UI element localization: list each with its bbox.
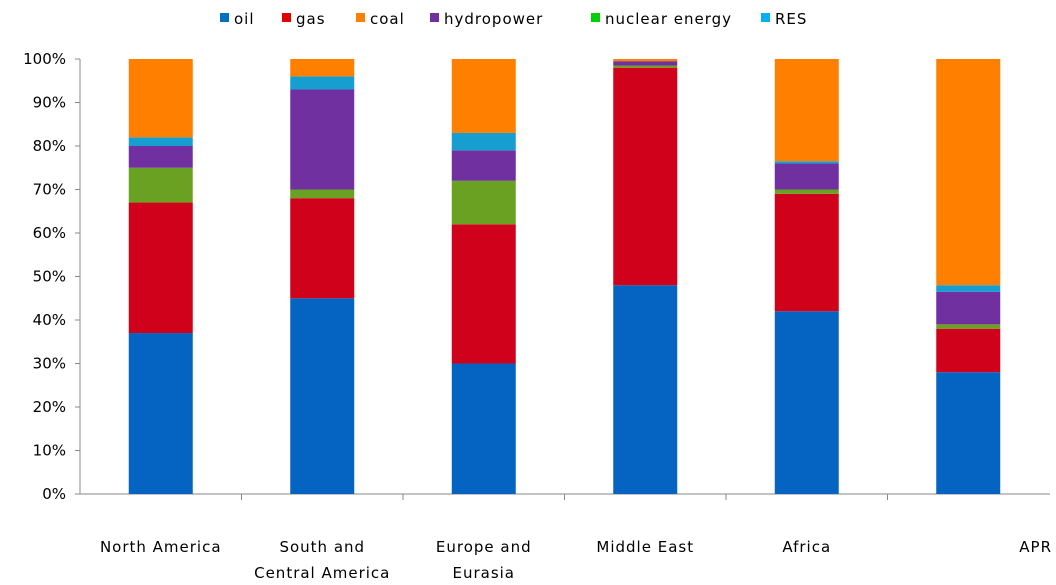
- legend-swatch: [282, 13, 291, 22]
- x-category-label: North America: [100, 538, 222, 556]
- legend-swatch: [430, 13, 439, 22]
- bar-segment-nuclear-energy: [451, 180, 516, 225]
- legend-swatch: [356, 13, 365, 22]
- legend-label: nuclear energy: [605, 10, 732, 28]
- bar-segment-coal: [936, 59, 1001, 286]
- y-tick-label: 0%: [42, 485, 66, 503]
- bar-segment-hydropower: [290, 89, 355, 190]
- bar-segment-coal: [290, 59, 355, 77]
- bar-segment-hydropower: [128, 146, 193, 168]
- y-tick-label: 60%: [33, 224, 66, 242]
- x-category-label: Middle East: [596, 538, 694, 556]
- bar-segment-hydropower: [613, 61, 678, 66]
- bar-segment-oil: [774, 311, 839, 494]
- bar-segment-RES: [774, 161, 839, 164]
- x-category-label: Africa: [782, 538, 831, 556]
- y-tick-label: 50%: [33, 268, 66, 286]
- x-category-label: Europe and: [436, 538, 532, 556]
- x-category-label: APR: [1019, 538, 1052, 556]
- bar-segment-nuclear-energy: [613, 65, 678, 68]
- bar-segment-nuclear-energy: [774, 189, 839, 194]
- bar-segment-hydropower: [936, 291, 1001, 325]
- bar-segment-gas: [290, 198, 355, 299]
- legend-label: RES: [775, 10, 807, 28]
- bar-segment-RES: [290, 76, 355, 90]
- bar-segment-oil: [613, 285, 678, 494]
- legend-label: gas: [296, 10, 326, 28]
- bar-segment-gas: [774, 193, 839, 312]
- bar-segment-RES: [128, 137, 193, 146]
- bar-segment-nuclear-energy: [936, 324, 1001, 329]
- bar-segment-hydropower: [451, 150, 516, 181]
- legend-label: hydropower: [444, 10, 543, 28]
- bar-segment-RES: [451, 132, 516, 151]
- bar-segment-coal: [451, 59, 516, 133]
- bar-segment-gas: [613, 67, 678, 286]
- bar-segment-coal: [128, 59, 193, 138]
- y-tick-label: 90%: [33, 94, 66, 112]
- bar-segment-oil: [128, 333, 193, 494]
- bar-segment-gas: [451, 224, 516, 364]
- x-category-label: South and: [279, 538, 365, 556]
- bar-segment-nuclear-energy: [128, 167, 193, 203]
- legend-swatch: [220, 13, 229, 22]
- legend-swatch: [761, 13, 770, 22]
- bar-segment-gas: [128, 202, 193, 334]
- y-tick-label: 70%: [33, 181, 66, 199]
- bar-segment-gas: [936, 328, 1001, 373]
- bar-segment-coal: [613, 59, 678, 62]
- bar-segment-coal: [774, 59, 839, 162]
- bar-segment-RES: [936, 285, 1001, 292]
- bar-segment-oil: [451, 363, 516, 494]
- y-tick-label: 10%: [33, 442, 66, 460]
- y-tick-label: 100%: [23, 50, 66, 68]
- x-category-label: Central America: [254, 564, 390, 581]
- y-tick-label: 30%: [33, 355, 66, 373]
- y-tick-label: 40%: [33, 311, 66, 329]
- y-tick-label: 20%: [33, 398, 66, 416]
- bar-segment-oil: [290, 298, 355, 494]
- bar-segment-hydropower: [774, 163, 839, 190]
- bar-segment-oil: [936, 372, 1001, 494]
- legend-label: coal: [370, 10, 405, 28]
- bar-segment-nuclear-energy: [290, 189, 355, 199]
- y-tick-label: 80%: [33, 137, 66, 155]
- x-category-label: Eurasia: [452, 564, 515, 581]
- legend-label: oil: [234, 10, 255, 28]
- legend-swatch: [591, 13, 600, 22]
